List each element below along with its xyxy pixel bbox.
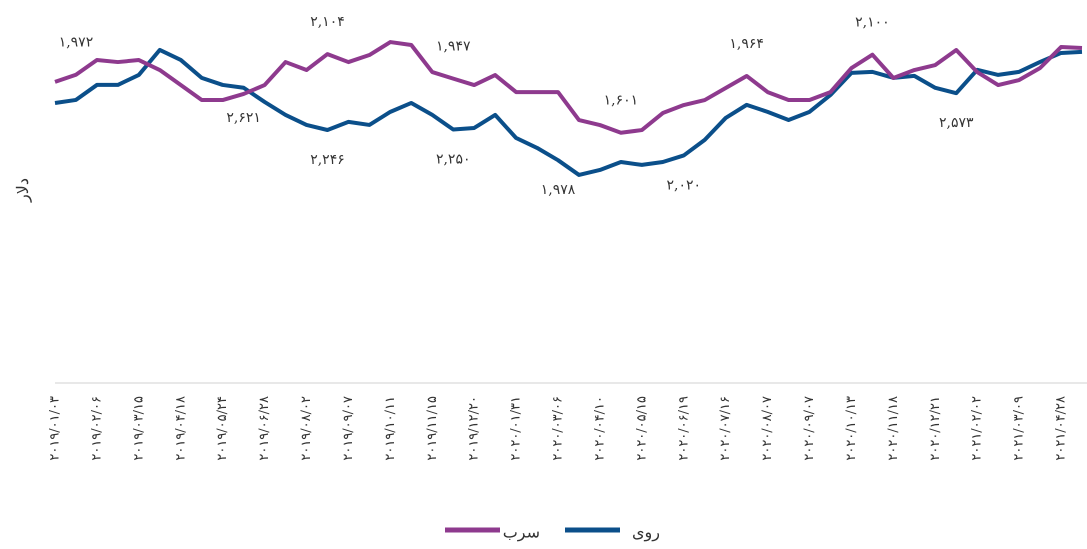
data-label: ۲,۱۰۰	[855, 15, 890, 31]
x-tick-label: ۲۰۲۰/۰۹/۰۷	[802, 396, 817, 461]
data-label: ۲,۵۷۳	[939, 115, 974, 131]
x-tick-label: ۲۰۲۱/۰۳/۰۹	[1012, 396, 1027, 461]
x-tick-label: ۲۰۱۹/۰۹/۰۷	[341, 396, 356, 461]
data-label: ۱,۹۷۲	[59, 35, 94, 51]
x-tick-label: ۲۰۲۰/۰۳/۰۶	[551, 396, 566, 461]
x-tick-label: ۲۰۲۰/۰۱/۳۱	[509, 396, 524, 461]
data-label: ۲,۶۲۱	[226, 110, 261, 126]
data-label: ۲,۱۰۴	[310, 14, 345, 30]
x-tick-label: ۲۰۱۹/۰۶/۲۸	[257, 396, 272, 461]
data-label: ۱,۹۷۸	[541, 182, 576, 198]
x-tick-label: ۲۰۲۰/۱۰/۱۳	[844, 396, 859, 461]
x-tick-label: ۲۰۱۹/۰۸/۰۲	[299, 396, 314, 461]
series-line	[54, 47, 1083, 177]
x-tick-label: ۲۰۲۰/۱۱/۱۸	[886, 396, 901, 461]
x-tick-label: ۲۰۱۹/۱۱/۱۵	[425, 396, 440, 461]
x-tick-label: ۲۰۲۱/۰۴/۲۸	[1054, 396, 1069, 461]
data-label: ۲,۰۲۰	[667, 177, 702, 193]
x-tick-label: ۲۰۲۰/۰۴/۱۰	[592, 396, 607, 461]
x-tick-label: ۲۰۲۰/۱۲/۲۱	[928, 396, 943, 461]
x-tick-label: ۲۰۲۱/۰۲/۰۲	[970, 396, 985, 461]
x-tick-label: ۲۰۱۹/۰۱/۰۳	[48, 396, 63, 461]
data-label: ۱,۹۶۴	[729, 36, 764, 52]
series-line	[54, 40, 1083, 135]
x-tick-label: ۲۰۱۹/۰۵/۲۴	[215, 396, 230, 461]
data-label: ۲,۲۴۶	[310, 152, 345, 168]
data-label: ۱,۶۰۱	[604, 93, 639, 109]
data-label: ۱,۹۴۷	[436, 39, 471, 55]
x-tick-label: ۲۰۲۰/۰۶/۱۹	[676, 396, 691, 461]
x-tick-label: ۲۰۱۹/۱۲/۲۰	[467, 396, 482, 461]
x-tick-label: ۲۰۲۰/۰۸/۰۷	[760, 396, 775, 461]
y-axis-label: دلار	[13, 178, 32, 203]
x-tick-label: ۲۰۱۹/۱۰/۱۱	[383, 396, 398, 461]
legend-label: سرب	[503, 523, 540, 542]
x-tick-label: ۲۰۱۹/۰۳/۱۵	[131, 396, 146, 461]
x-tick-label: ۲۰۲۰/۰۵/۱۵	[634, 396, 649, 461]
legend-label: روی	[632, 523, 660, 542]
data-label: ۲,۲۵۰	[436, 152, 471, 168]
x-tick-label: ۲۰۱۹/۰۴/۱۸	[173, 396, 188, 461]
x-tick-label: ۲۰۲۰/۰۷/۱۶	[718, 396, 733, 461]
x-tick-label: ۲۰۱۹/۰۲/۰۶	[89, 396, 104, 461]
